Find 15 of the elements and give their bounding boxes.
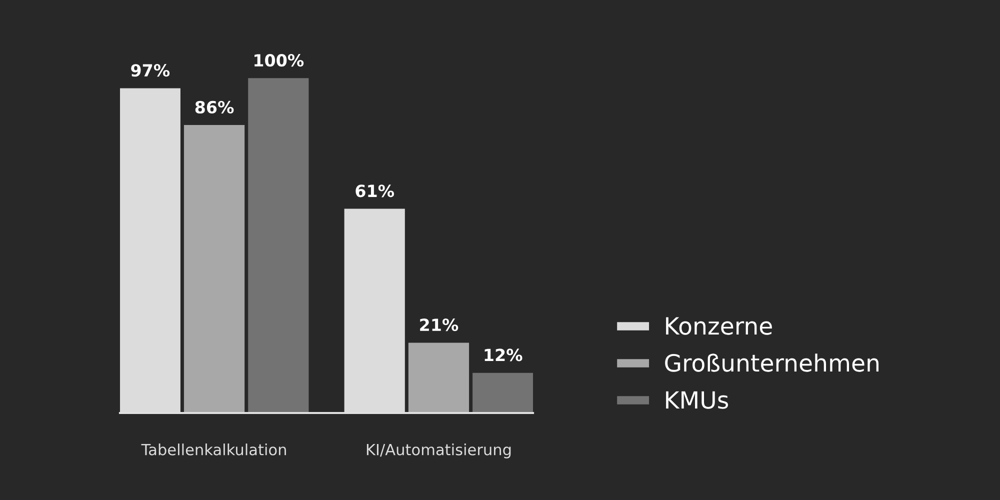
legend-label: KMUs — [666, 391, 728, 409]
bar — [184, 125, 245, 413]
legend-label: Großunternehmen — [665, 354, 878, 372]
data-label: 12% — [484, 348, 522, 362]
bar — [472, 372, 533, 413]
data-label: 100% — [254, 54, 304, 67]
data-label: 21% — [420, 318, 458, 332]
legend-label: Konzerne — [666, 317, 772, 335]
data-label: 61% — [356, 184, 394, 198]
x-tick-label: KI/Automatisierung — [366, 444, 511, 458]
x-tick-label: Tabellenkalkulation — [141, 444, 286, 456]
bar — [248, 78, 309, 413]
data-label: 86% — [195, 100, 234, 114]
data-label: 97% — [131, 64, 170, 77]
bar — [408, 342, 470, 413]
